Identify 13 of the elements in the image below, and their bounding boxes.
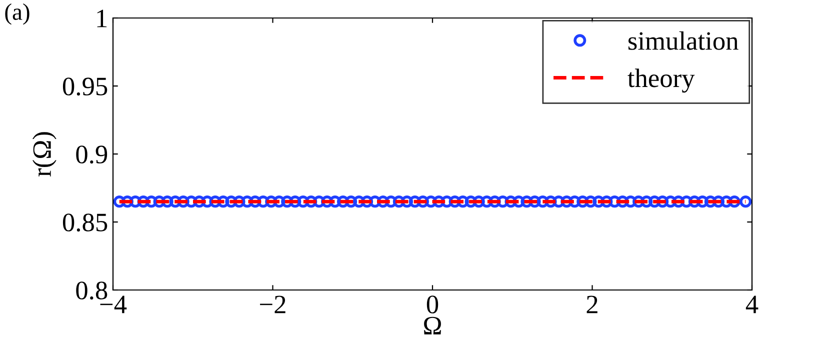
x-tick-label: −2: [260, 296, 286, 314]
x-tick-label: 0: [426, 296, 438, 314]
text: (a): [5, 3, 30, 25]
y-axis-title: r(Ω): [32, 132, 56, 176]
legend-label: theory: [628, 68, 695, 93]
y-tick-label: 1: [97, 10, 107, 28]
x-tick-label: 2: [586, 296, 598, 314]
y-tick-label: 0.95: [62, 78, 108, 96]
x-axis-title: Ω: [424, 316, 441, 334]
y-tick-label: 0.9: [76, 146, 108, 164]
y-tick-label: 0.85: [62, 214, 108, 232]
x-tick-label: 4: [746, 296, 758, 314]
legend-label: simulation: [628, 31, 738, 50]
